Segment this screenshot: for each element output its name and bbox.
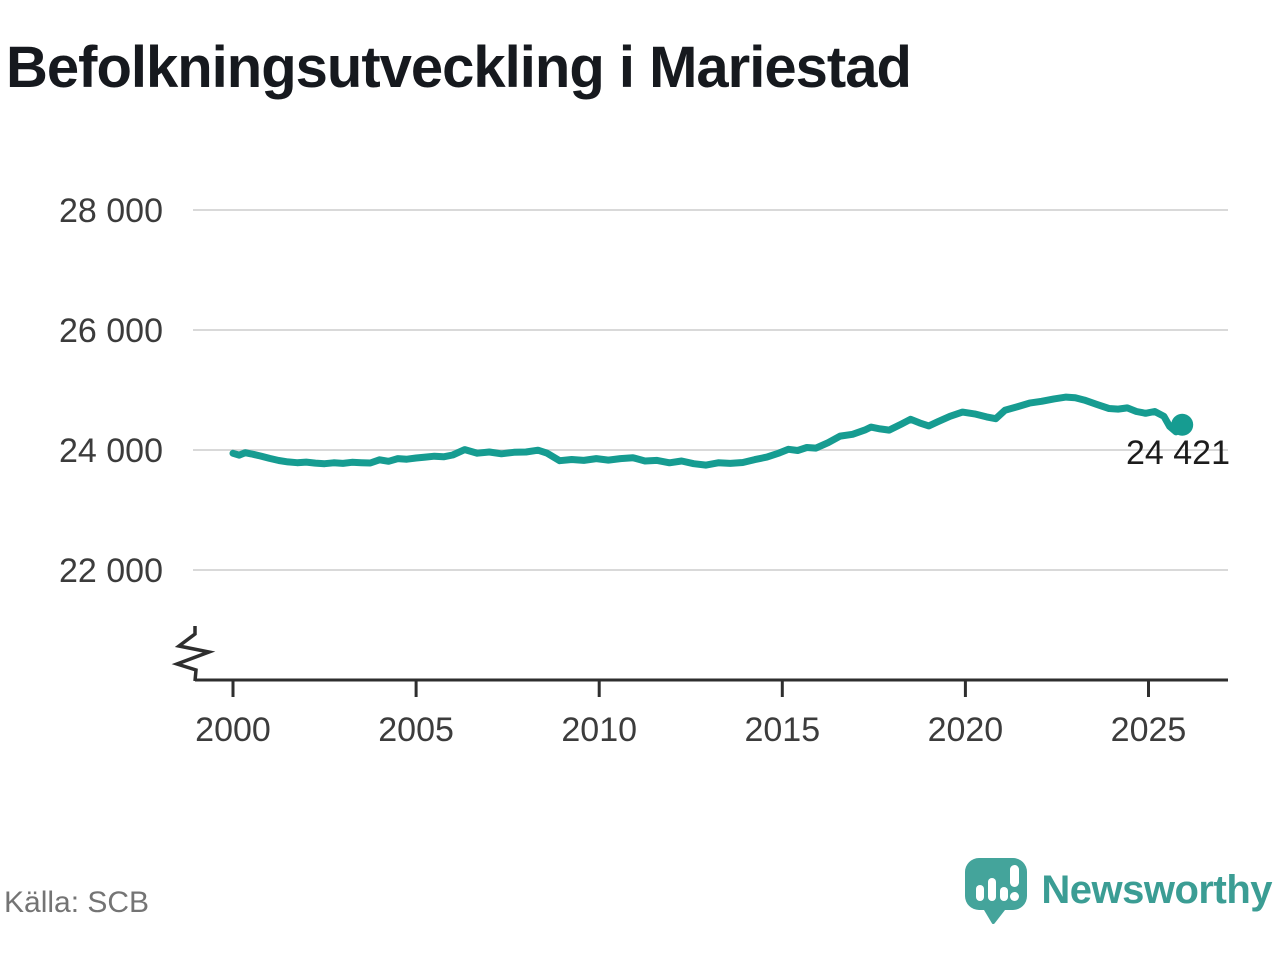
x-tick-label-2015: 2015 [744,711,820,749]
end-point-marker [1171,413,1194,436]
source-label: Källa: SCB [4,886,150,919]
axis-break-icon [171,626,216,682]
y-tick-label-28000: 28 000 [59,192,163,230]
logo-exclamation-bar [1010,865,1020,887]
chart-title: Befolkningsutveckling i Mariestad [6,35,912,100]
population-line [229,393,1186,469]
newsworthy-logo-icon [965,858,1028,924]
brand-name: Newsworthy [1041,868,1272,912]
logo-bar-3 [1000,887,1009,901]
x-tick-label-2020: 2020 [928,711,1004,749]
y-tick-label-22000: 22 000 [59,552,163,590]
logo-bar-1 [976,885,985,901]
logo-exclamation-dot [1010,892,1020,901]
logo-bar-2 [988,878,997,901]
x-tick-label-2000: 2000 [195,711,271,749]
population-line-chart: 22 000 24 000 26 000 28 000 24 421 2000 2005 20… [59,192,1230,749]
end-value-label: 24 421 [1126,434,1230,472]
y-tick-label-24000: 24 000 [59,432,163,470]
newsworthy-logo: Newsworthy [965,858,1272,924]
y-tick-label-26000: 26 000 [59,312,163,350]
x-tick-label-2010: 2010 [561,711,637,749]
x-tick-label-2025: 2025 [1111,711,1187,749]
x-tick-label-2005: 2005 [378,711,454,749]
